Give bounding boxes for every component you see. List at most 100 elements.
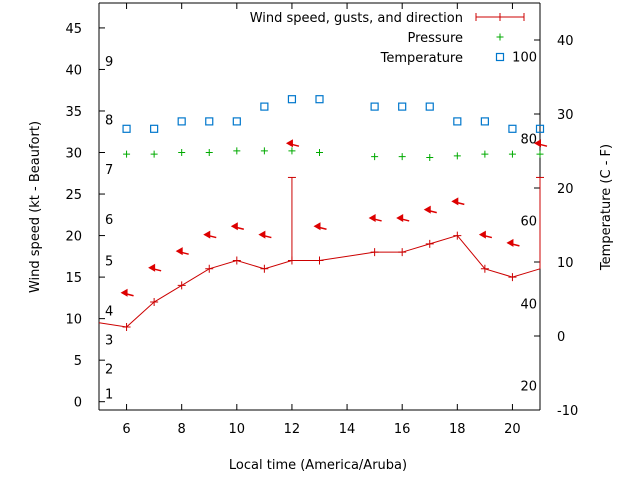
beaufort-label: 6 bbox=[105, 213, 113, 228]
arrow-head bbox=[451, 197, 459, 206]
wind-direction-arrow bbox=[506, 238, 520, 247]
wind-speed-point bbox=[480, 264, 489, 273]
x-axis-label: Local time (America/Aruba) bbox=[229, 458, 407, 473]
pressure-point bbox=[536, 150, 544, 158]
pressure-point bbox=[150, 150, 158, 158]
temperature-point bbox=[398, 102, 407, 111]
arrow-head bbox=[478, 230, 486, 239]
temperature-point bbox=[480, 117, 489, 126]
arrow-head bbox=[396, 213, 404, 222]
x-tick-label: 6 bbox=[122, 422, 130, 437]
arrow-head bbox=[258, 230, 266, 239]
temperature-point bbox=[370, 102, 379, 111]
wind-speed-point bbox=[260, 264, 269, 273]
plot-frame bbox=[98, 2, 541, 411]
beaufort-label: 8 bbox=[105, 113, 113, 128]
wind-direction-arrow bbox=[313, 222, 327, 231]
temperature-point bbox=[287, 95, 297, 104]
pressure-point bbox=[316, 149, 323, 157]
y2-tick-label: 10 bbox=[557, 256, 574, 271]
arrow-head bbox=[368, 213, 376, 222]
legend-symbol-temperature bbox=[495, 52, 505, 62]
wind-direction-arrow bbox=[368, 213, 382, 222]
wind-speed-point bbox=[122, 322, 131, 331]
x-tick-label: 14 bbox=[339, 422, 356, 437]
temperature-point bbox=[453, 117, 462, 126]
wind-speed-point bbox=[508, 273, 517, 282]
x-tick-label: 16 bbox=[394, 422, 411, 437]
arrow-head bbox=[120, 288, 128, 297]
pressure-point bbox=[453, 152, 461, 160]
wind-speed-point bbox=[205, 264, 214, 273]
y2-tick-label: 40 bbox=[557, 34, 574, 49]
wind-direction-arrow bbox=[230, 222, 244, 231]
wind-direction-arrow bbox=[120, 288, 134, 297]
x-tick-label: 20 bbox=[504, 422, 521, 437]
axis-ticks: 6 8 10 12 14 16 18 20051015202530354045-1001020… bbox=[65, 3, 578, 437]
arrow-head bbox=[285, 139, 293, 148]
temperature-point bbox=[232, 117, 241, 126]
temperature-point bbox=[205, 117, 214, 126]
wind-direction-arrow bbox=[285, 139, 300, 148]
wind-speed-point bbox=[232, 256, 241, 265]
y2-tick-label: 30 bbox=[557, 108, 574, 123]
beaufort-label: 5 bbox=[105, 254, 113, 269]
fahrenheit-label: 20 bbox=[520, 380, 537, 395]
temperature-point bbox=[122, 124, 131, 133]
legend-symbol-wind-point bbox=[496, 13, 504, 21]
pressure-point bbox=[123, 150, 131, 158]
wind-direction-arrow bbox=[258, 230, 272, 239]
wind-speed-point bbox=[398, 248, 407, 257]
pressure-point bbox=[398, 153, 406, 161]
pressure-point bbox=[288, 147, 296, 155]
pressure-point bbox=[260, 147, 268, 155]
wind-speed-line bbox=[98, 234, 541, 328]
x-tick-label: 10 bbox=[229, 422, 246, 437]
y2-axis-label: Temperature (C - F) bbox=[599, 144, 614, 271]
wind-direction-arrow bbox=[396, 213, 410, 222]
wind-direction-arrow bbox=[175, 247, 189, 256]
y-tick-label: 10 bbox=[65, 313, 82, 328]
pressure-point bbox=[426, 153, 434, 161]
legend-symbol-pressure bbox=[496, 33, 504, 41]
arrow-head bbox=[230, 222, 238, 231]
temperature-point bbox=[535, 124, 545, 133]
arrow-head bbox=[175, 247, 183, 256]
legend-label-pressure: Pressure bbox=[407, 31, 463, 46]
temperature-point bbox=[425, 102, 434, 111]
fahrenheit-label: 80 bbox=[520, 132, 537, 147]
y-tick-label: 0 bbox=[74, 396, 82, 411]
wind-direction-arrow bbox=[423, 205, 437, 214]
wind-direction-arrow bbox=[451, 197, 465, 206]
fahrenheit-label: 40 bbox=[520, 297, 537, 312]
y-tick-label: 20 bbox=[65, 230, 82, 245]
x-tick-label: 18 bbox=[449, 422, 466, 437]
fahrenheit-label: 60 bbox=[520, 215, 537, 230]
y-tick-label: 35 bbox=[65, 105, 82, 120]
beaufort-label: 9 bbox=[105, 55, 113, 70]
beaufort-label: 4 bbox=[105, 304, 113, 319]
temperature-point bbox=[150, 124, 159, 133]
arrow-head bbox=[423, 205, 431, 214]
y2-tick-label: -10 bbox=[557, 404, 578, 419]
wind-direction-arrow bbox=[534, 139, 548, 148]
chart-marks bbox=[98, 95, 548, 331]
y-tick-label: 30 bbox=[65, 147, 82, 162]
wind-direction-arrow bbox=[478, 230, 493, 239]
x-tick-label: 12 bbox=[284, 422, 301, 437]
legend-label-temperature: Temperature bbox=[380, 51, 463, 66]
y-tick-label: 45 bbox=[65, 22, 82, 37]
legend: Wind speed, gusts, and direction Pressur… bbox=[250, 11, 525, 66]
pressure-point bbox=[481, 150, 489, 158]
y-tick-label: 5 bbox=[74, 354, 82, 369]
temperature-point bbox=[508, 124, 517, 133]
y2-tick-label: 20 bbox=[557, 182, 574, 197]
pressure-point bbox=[371, 153, 379, 161]
arrow-head bbox=[506, 238, 514, 247]
beaufort-label: 1 bbox=[105, 387, 113, 402]
wind-direction-arrow bbox=[148, 263, 162, 272]
arrow-head bbox=[313, 222, 321, 231]
wind-speed-point bbox=[453, 231, 462, 240]
temperature-point bbox=[260, 102, 269, 111]
